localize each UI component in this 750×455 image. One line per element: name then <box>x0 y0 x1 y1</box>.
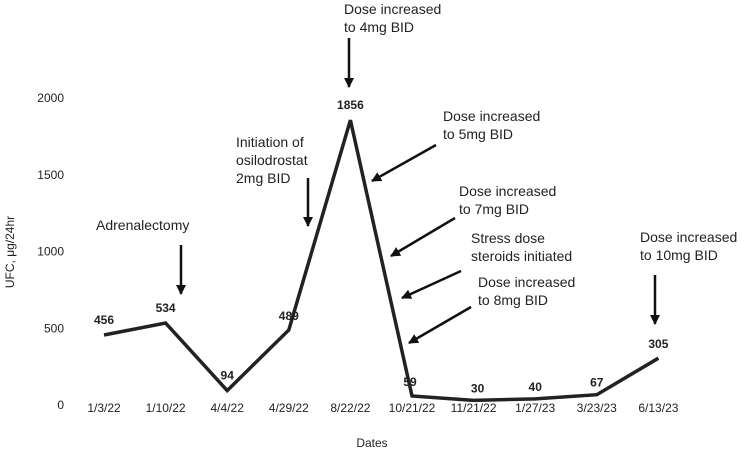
y-tick-label: 1500 <box>37 168 64 182</box>
annotation-arrow <box>371 143 437 183</box>
data-label: 534 <box>156 301 176 315</box>
x-axis-title: Dates <box>356 436 387 450</box>
x-tick-label: 1/10/22 <box>146 401 186 415</box>
annotation-arrow <box>390 216 456 258</box>
series-group <box>103 119 660 403</box>
annotation-text: Initiation of osilodrostat 2mg BID <box>236 134 308 186</box>
annotation-line: Dose increased <box>640 229 737 245</box>
annotation-line: Dose increased <box>443 108 540 124</box>
x-tick-label: 11/21/22 <box>451 401 497 415</box>
x-tick-label: 10/21/22 <box>389 401 436 415</box>
y-axis-ticks: 0 500 1000 1500 2000 <box>37 91 64 412</box>
annotation-text: Dose increased to 5mg BID <box>443 108 540 142</box>
annotation-line: to 5mg BID <box>443 126 513 142</box>
annotation-text: Dose increased to 10mg BID <box>640 229 737 263</box>
y-axis-title: UFC, μg/24hr <box>3 216 17 288</box>
x-tick-label: 6/13/23 <box>638 401 678 415</box>
annotation-text: Dose increased to 7mg BID <box>459 183 556 217</box>
annotation-arrow <box>408 305 472 345</box>
data-label: 30 <box>471 381 485 395</box>
x-tick-label: 4/29/22 <box>269 401 309 415</box>
data-label: 40 <box>529 380 543 394</box>
annotation-line: 2mg BID <box>236 170 290 186</box>
annotation-line: Dose increased <box>344 1 441 17</box>
data-label: 489 <box>279 309 299 323</box>
y-tick-label: 1000 <box>37 245 64 259</box>
annotation-line: Dose increased <box>459 183 556 199</box>
annotation-text: Stress dose steroids initiated <box>471 230 572 264</box>
x-tick-label: 8/22/22 <box>330 401 370 415</box>
series-line <box>103 119 660 403</box>
annotation-text: Adrenalectomy <box>96 217 189 233</box>
annotation-line: to 7mg BID <box>459 201 529 217</box>
annotation-line: osilodrostat <box>236 152 308 168</box>
y-tick-label: 500 <box>44 321 64 335</box>
x-tick-label: 1/3/22 <box>87 401 121 415</box>
annotation-text: Dose increased to 8mg BID <box>478 274 575 308</box>
annotation-line: Stress dose <box>471 230 545 246</box>
data-label: 305 <box>648 337 668 351</box>
y-tick-label: 2000 <box>37 91 64 105</box>
annotation-line: to 4mg BID <box>344 19 414 35</box>
data-label: 59 <box>403 375 417 389</box>
data-label: 94 <box>221 369 235 383</box>
x-axis-ticks: 1/3/22 1/10/22 4/4/22 4/29/22 8/22/22 10/21/2… <box>87 401 678 415</box>
annotations: Dose increased to 4mg BID Initiation of osi… <box>96 1 737 345</box>
x-tick-label: 3/23/23 <box>577 401 617 415</box>
data-labels: 456 534 94 489 1856 59 30 40 67 305 <box>94 98 669 395</box>
data-label: 456 <box>94 313 114 327</box>
x-tick-label: 4/4/22 <box>211 401 245 415</box>
x-tick-label: 1/27/23 <box>515 401 555 415</box>
data-label: 1856 <box>337 98 364 112</box>
annotation-arrow <box>401 269 462 300</box>
data-label: 67 <box>590 376 604 390</box>
annotation-line: to 8mg BID <box>478 292 548 308</box>
annotation-line: Adrenalectomy <box>96 217 189 233</box>
annotation-line: Initiation of <box>236 134 304 150</box>
annotation-line: Dose increased <box>478 274 575 290</box>
annotation-text: Dose increased to 4mg BID <box>344 1 441 35</box>
y-tick-label: 0 <box>57 398 64 412</box>
annotation-line: to 10mg BID <box>640 247 718 263</box>
annotation-line: steroids initiated <box>471 248 572 264</box>
